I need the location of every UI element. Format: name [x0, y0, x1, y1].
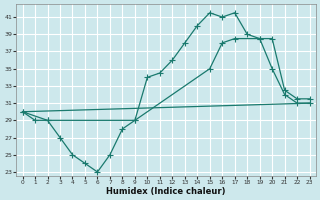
- X-axis label: Humidex (Indice chaleur): Humidex (Indice chaleur): [106, 187, 226, 196]
